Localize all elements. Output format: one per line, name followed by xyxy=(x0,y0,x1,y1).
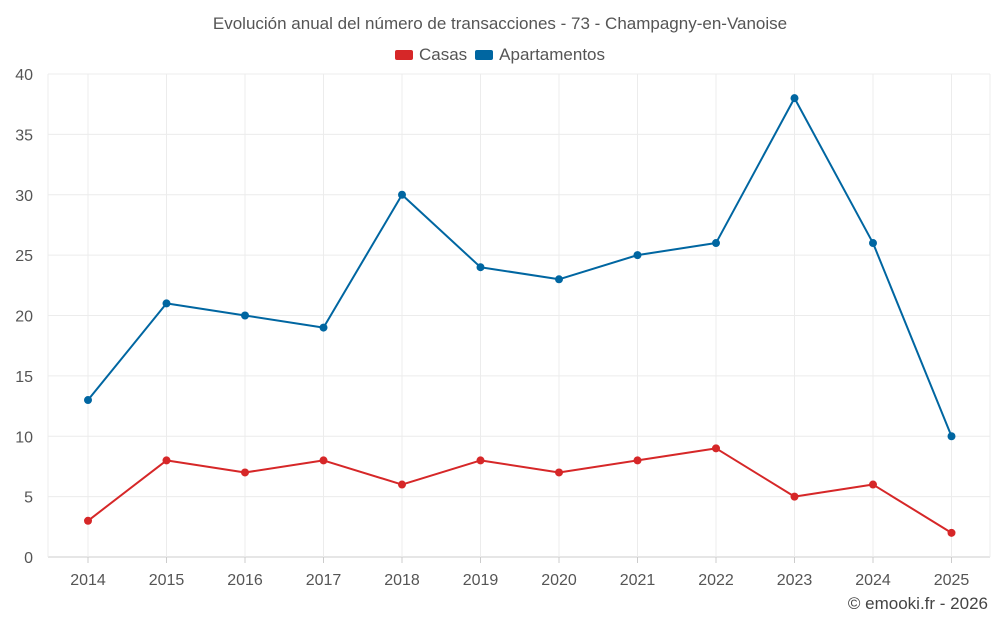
y-tick-label: 20 xyxy=(15,309,33,326)
chart-title: Evolución anual del número de transaccio… xyxy=(212,14,788,33)
x-tick-label: 2016 xyxy=(227,572,263,589)
legend-swatch-casas xyxy=(394,50,413,60)
data-point-casas xyxy=(790,492,799,501)
x-tick-label: 2020 xyxy=(541,572,577,589)
data-point-apartamentos xyxy=(947,432,956,441)
data-point-casas xyxy=(241,468,249,477)
data-point-apartamentos xyxy=(633,251,642,260)
data-point-casas xyxy=(398,480,406,489)
x-tick-label: 2022 xyxy=(698,572,734,589)
data-point-casas xyxy=(712,444,720,453)
series-line-apartamentos xyxy=(87,97,953,437)
data-point-casas xyxy=(555,468,563,477)
y-tick-label: 10 xyxy=(15,429,33,446)
legend: Casas Apartamentos xyxy=(0,45,1000,65)
data-point-apartamentos xyxy=(84,396,92,405)
data-point-casas xyxy=(633,456,642,465)
y-tick-label: 25 xyxy=(15,248,33,265)
data-point-casas xyxy=(84,516,92,525)
x-tick-label: 2025 xyxy=(934,572,970,589)
data-point-apartamentos xyxy=(712,239,720,248)
data-point-apartamentos xyxy=(555,275,563,284)
legend-swatch-apartamentos xyxy=(475,50,494,60)
legend-label-apartamentos: Apartamentos xyxy=(499,45,606,64)
x-tick-label: 2024 xyxy=(855,572,891,589)
x-tick-label: 2017 xyxy=(306,572,342,589)
data-point-apartamentos xyxy=(162,299,171,308)
x-tick-label: 2023 xyxy=(777,572,813,589)
data-point-apartamentos xyxy=(869,239,877,248)
legend-label-casas: Casas xyxy=(418,45,468,64)
y-tick-label: 15 xyxy=(15,369,33,386)
data-point-apartamentos xyxy=(319,323,328,332)
x-tick-label: 2019 xyxy=(463,572,499,589)
x-tick-label: 2021 xyxy=(620,572,656,589)
data-point-apartamentos xyxy=(790,94,799,103)
data-point-casas xyxy=(869,480,877,489)
series-line-casas xyxy=(87,447,953,534)
x-tick-label: 2014 xyxy=(70,572,106,589)
legend-item-casas[interactable]: Casas xyxy=(394,45,468,65)
y-tick-label: 0 xyxy=(24,550,33,567)
y-tick-label: 35 xyxy=(15,127,33,144)
y-tick-label: 40 xyxy=(15,67,33,84)
x-tick-label: 2015 xyxy=(149,572,185,589)
data-point-casas xyxy=(947,528,956,537)
data-point-casas xyxy=(476,456,485,465)
data-point-casas xyxy=(162,456,171,465)
data-point-apartamentos xyxy=(241,311,249,320)
y-tick-label: 30 xyxy=(15,188,33,205)
y-tick-label: 5 xyxy=(24,490,33,507)
data-point-casas xyxy=(319,456,328,465)
legend-item-apartamentos[interactable]: Apartamentos xyxy=(475,45,605,65)
copyright-text: © emooki.fr - 2026 xyxy=(847,594,988,613)
data-point-apartamentos xyxy=(398,190,406,199)
data-point-apartamentos xyxy=(476,263,485,272)
x-tick-label: 2018 xyxy=(384,572,420,589)
